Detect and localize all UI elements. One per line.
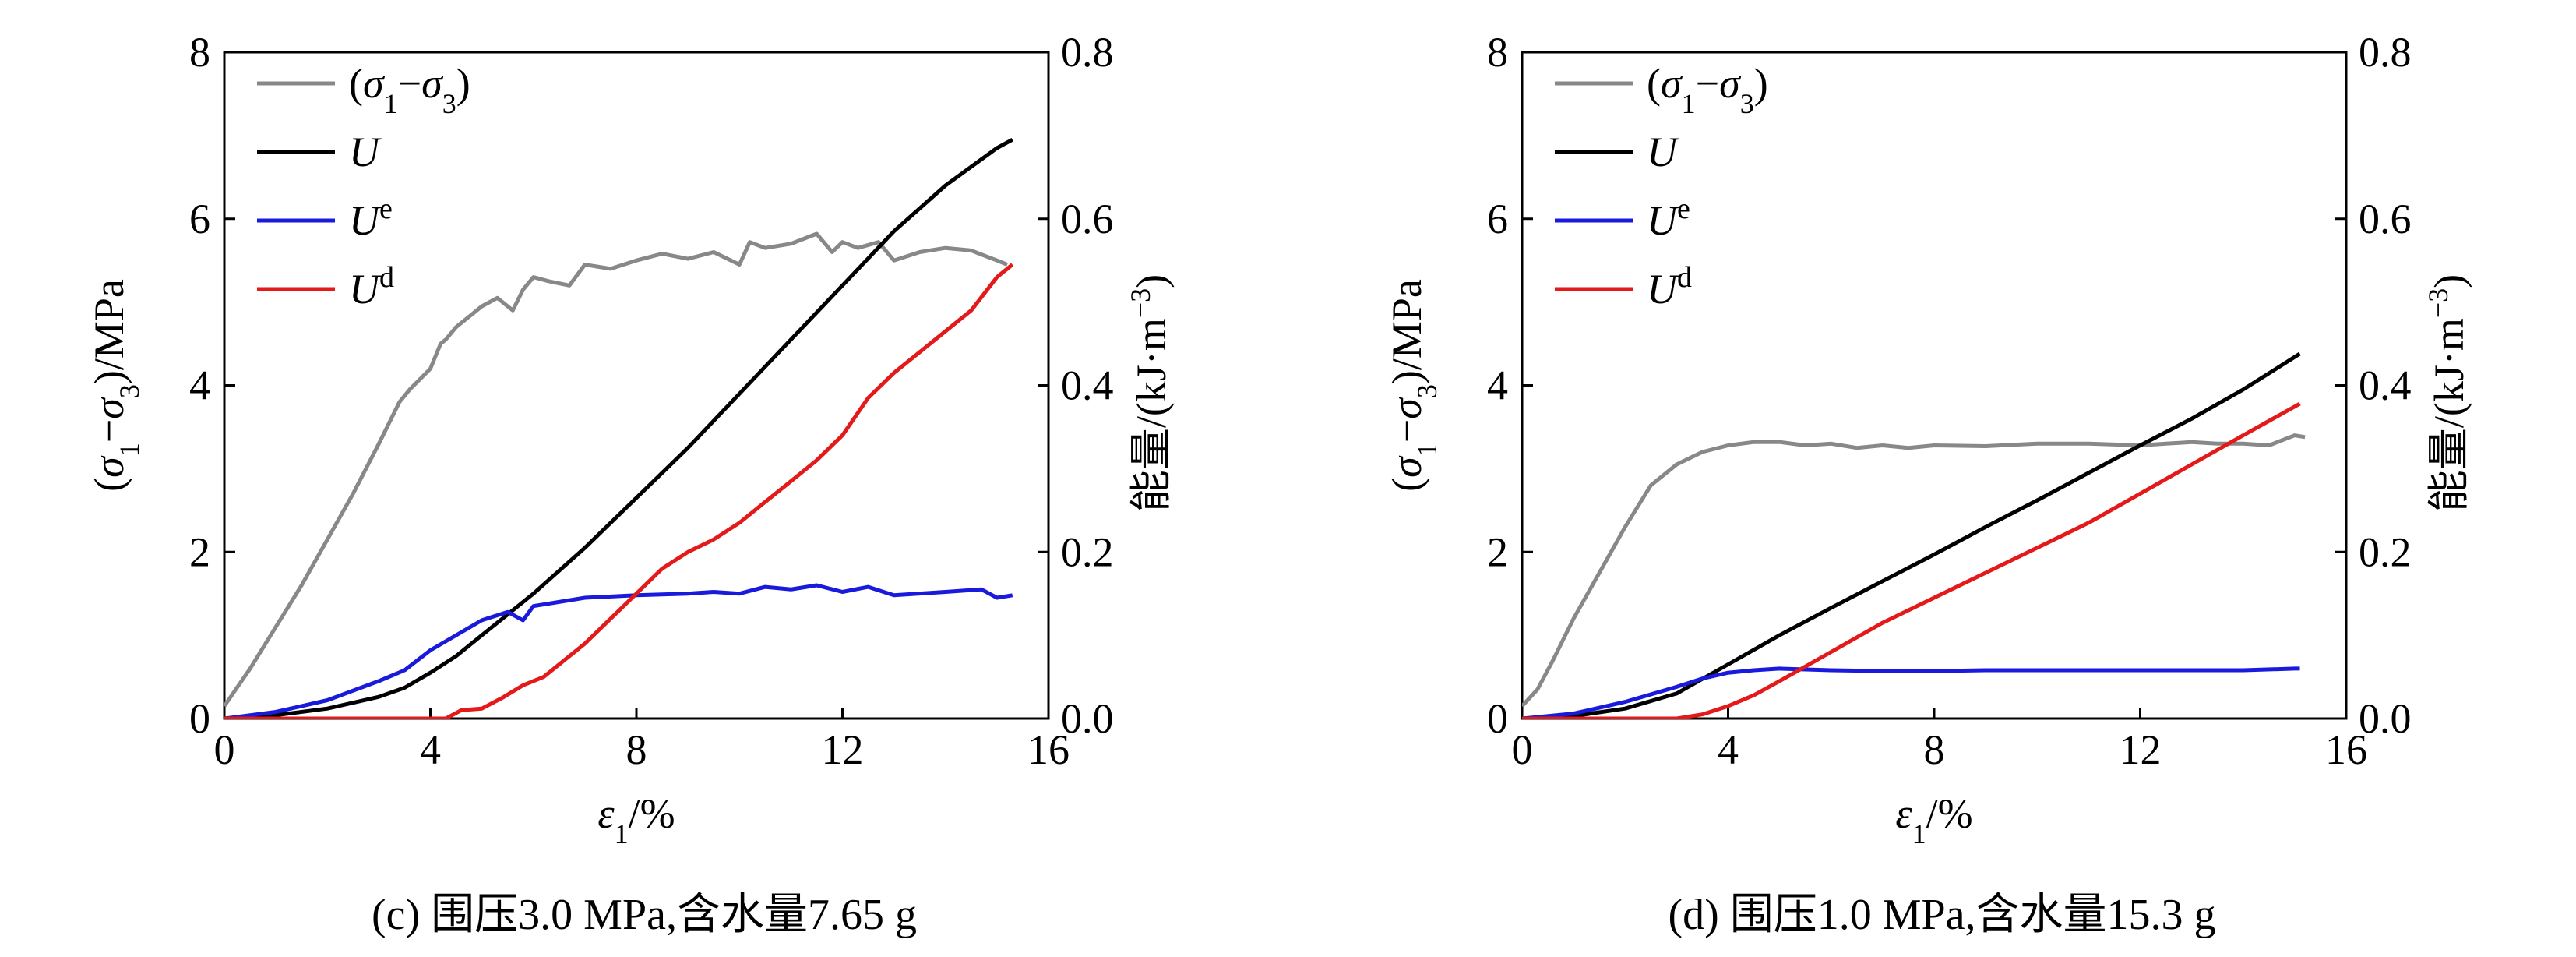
panel-caption: (d) 围压1.0 MPa,含水量15.3 g [1668, 891, 2215, 939]
y-right-tick-label: 0.2 [2359, 528, 2412, 575]
y-left-tick-label: 2 [1487, 528, 1508, 575]
y-left-axis-label: (σ1−σ3)/MPa [1383, 279, 1443, 492]
series-line-stress [1522, 433, 2306, 708]
series-line-u [224, 138, 1013, 719]
legend-label: (σ1−σ3) [349, 60, 470, 119]
y-left-tick-label: 6 [189, 196, 210, 242]
x-axis-label: ε1/% [1895, 790, 1972, 849]
panel-caption: (c) 围压3.0 MPa,含水量7.65 g [372, 891, 917, 939]
y-left-tick-label: 0 [189, 695, 210, 742]
series-line-ud [224, 263, 1014, 719]
series-line-ue [1522, 666, 2300, 719]
chart-panel-c: 0 4 8 12 16 0 2 4 6 8 0.0 0.2 0.4 0.6 0.8 ε1/% (σ1−σ3)/M… [86, 29, 1175, 939]
y-left-tick-label: 6 [1487, 196, 1508, 242]
x-tick-label: 16 [2325, 726, 2367, 773]
x-tick-label: 0 [214, 726, 235, 773]
chart-panel-d: 0 4 8 12 16 0 2 4 6 8 0.0 0.2 0.4 0.6 0.8 ε1/% (σ1−σ3)/M… [1383, 29, 2472, 939]
legend-label: Ud [1647, 261, 1692, 313]
y-right-tick-label: 0.6 [1061, 196, 1114, 242]
y-right-tick-label: 0.4 [2359, 362, 2412, 409]
series-line-ud [1522, 401, 2301, 719]
y-right-tick-label: 0.0 [2359, 695, 2412, 742]
y-left-tick-label: 4 [1487, 362, 1508, 409]
y-right-tick-label: 0.6 [2359, 196, 2412, 242]
x-tick-label: 12 [2120, 726, 2162, 773]
plot-frame [223, 51, 1050, 720]
y-left-axis-label: (σ1−σ3)/MPa [86, 279, 145, 492]
legend-label: (σ1−σ3) [1647, 60, 1768, 119]
x-tick-label: 12 [822, 726, 864, 773]
x-axis-label: ε1/% [597, 790, 675, 849]
y-left-tick-label: 8 [189, 29, 210, 76]
x-tick-label: 8 [626, 726, 647, 773]
legend-label: Ue [349, 192, 393, 244]
y-right-tick-label: 0.8 [2359, 29, 2412, 76]
y-left-tick-label: 8 [1487, 29, 1508, 76]
y-right-tick-label: 0.4 [1061, 362, 1114, 409]
x-tick-label: 16 [1027, 726, 1070, 773]
y-right-tick-label: 0.2 [1061, 528, 1114, 575]
series-line-ue [224, 583, 1013, 719]
y-left-tick-label: 4 [189, 362, 210, 409]
plot-frame [1521, 51, 2348, 720]
y-right-axis-label: 能量/(kJ·m−3) [1125, 274, 1175, 512]
x-tick-label: 4 [1718, 726, 1739, 773]
y-right-axis-label: 能量/(kJ·m−3) [2423, 274, 2472, 512]
legend-label: U [1647, 129, 1679, 175]
x-tick-label: 0 [1512, 726, 1533, 773]
y-right-tick-label: 0.8 [1061, 29, 1114, 76]
legend-label: Ue [1647, 192, 1690, 244]
y-left-tick-label: 0 [1487, 695, 1508, 742]
legend-label: Ud [349, 261, 394, 313]
series-line-u [1522, 351, 2301, 719]
legend-label: U [349, 129, 382, 175]
y-right-tick-label: 0.0 [1061, 695, 1114, 742]
y-left-tick-label: 2 [189, 528, 210, 575]
x-tick-label: 4 [420, 726, 441, 773]
x-tick-label: 8 [1924, 726, 1945, 773]
series-line-stress [224, 231, 1009, 708]
